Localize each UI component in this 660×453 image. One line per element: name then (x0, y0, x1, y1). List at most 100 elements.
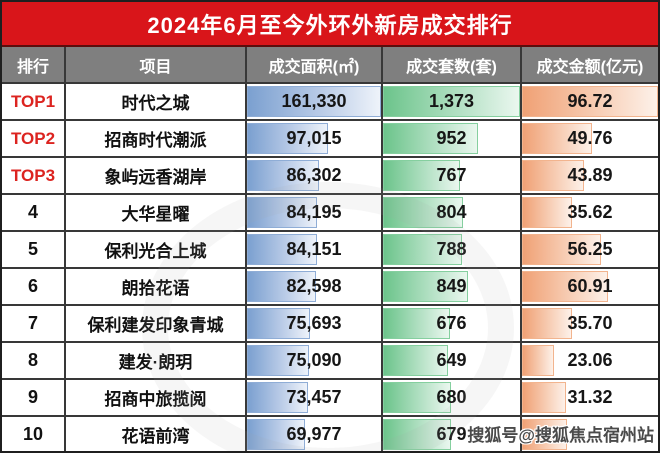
project-name-cell: 保利光合上城 (66, 232, 247, 269)
units-data-bar (383, 86, 520, 117)
units-data-bar (383, 160, 460, 191)
amount-data-bar (522, 382, 567, 413)
amount-value: 35.62 (567, 202, 613, 222)
amount-cell (522, 417, 658, 451)
amount-value: 43.89 (567, 165, 613, 185)
area-data-bar (247, 123, 328, 154)
units-data-bar (383, 345, 448, 376)
page-title: 2024年6月至今外环外新房成交排行 (147, 12, 513, 38)
area-value: 84,151 (286, 239, 342, 259)
rank-cell: 8 (2, 343, 66, 380)
units-value: 649 (436, 350, 467, 370)
units-data-bar (383, 271, 468, 302)
area-data-bar (247, 419, 306, 450)
units-value: 1,373 (428, 91, 475, 111)
amount-value: 23.06 (567, 350, 613, 370)
units-cell: 767 (383, 158, 522, 195)
project-name-cell: 朗拾花语 (66, 269, 247, 306)
units-cell: 680 (383, 380, 522, 417)
amount-cell: 35.62 (522, 195, 658, 232)
area-cell: 84,151 (247, 232, 383, 269)
area-cell: 75,090 (247, 343, 383, 380)
units-value: 679 (436, 424, 467, 444)
amount-data-bar (522, 160, 584, 191)
area-value: 75,693 (286, 313, 342, 333)
amount-cell: 49.76 (522, 121, 658, 158)
amount-data-bar (522, 234, 602, 265)
amount-cell: 35.70 (522, 306, 658, 343)
units-value: 952 (436, 128, 467, 148)
units-data-bar (383, 308, 451, 339)
rank-cell: 6 (2, 269, 66, 306)
area-value: 161,330 (281, 91, 347, 111)
rank-cell: 9 (2, 380, 66, 417)
table-grid: 排行 项目 成交面积(㎡) 成交套数(套) 成交金额(亿元) TOP1 时代之城… (2, 47, 658, 451)
project-name-cell: 象屿远香湖岸 (66, 158, 247, 195)
amount-data-bar (522, 271, 608, 302)
area-data-bar (247, 160, 319, 191)
amount-data-bar (522, 308, 573, 339)
units-data-bar (383, 123, 478, 154)
units-value: 676 (436, 313, 467, 333)
column-header-amount: 成交金额(亿元) (522, 47, 658, 84)
title-bar: 2024年6月至今外环外新房成交排行 (2, 2, 658, 47)
area-data-bar (247, 234, 317, 265)
watermark-text: 搜狐号@搜狐焦点宿州站 (467, 426, 654, 445)
area-cell: 75,693 (247, 306, 383, 343)
amount-cell: 23.06 (522, 343, 658, 380)
units-cell: 1,373 (383, 84, 522, 121)
area-value: 97,015 (286, 128, 342, 148)
column-header-project: 项目 (66, 47, 247, 84)
project-name-cell: 保利建发印象青城 (66, 306, 247, 343)
units-cell: 952 (383, 121, 522, 158)
project-name-cell: 时代之城 (66, 84, 247, 121)
amount-data-bar (522, 197, 573, 228)
units-cell: 649 (383, 343, 522, 380)
area-data-bar (247, 345, 310, 376)
project-name-cell: 招商中旅揽阅 (66, 380, 247, 417)
units-cell: 788 (383, 232, 522, 269)
area-cell: 82,598 (247, 269, 383, 306)
amount-cell: 56.25 (522, 232, 658, 269)
rank-cell: 10 (2, 417, 66, 451)
amount-cell: 31.32 (522, 380, 658, 417)
column-header-area: 成交面积(㎡) (247, 47, 383, 84)
units-data-bar (383, 197, 464, 228)
amount-value: 35.70 (567, 313, 613, 333)
units-cell: 679 (383, 417, 522, 451)
units-cell: 676 (383, 306, 522, 343)
area-data-bar (247, 86, 381, 117)
units-value: 788 (436, 239, 467, 259)
project-name-cell: 建发·朗玥 (66, 343, 247, 380)
project-name-cell: 花语前湾 (66, 417, 247, 451)
area-value: 84,195 (286, 202, 342, 222)
area-value: 86,302 (286, 165, 342, 185)
amount-data-bar (522, 345, 555, 376)
units-value: 849 (436, 276, 467, 296)
column-header-units: 成交套数(套) (383, 47, 522, 84)
amount-cell: 43.89 (522, 158, 658, 195)
units-cell: 849 (383, 269, 522, 306)
amount-data-bar (522, 86, 658, 117)
amount-data-bar (522, 123, 592, 154)
rank-cell: 5 (2, 232, 66, 269)
area-cell: 161,330 (247, 84, 383, 121)
area-cell: 73,457 (247, 380, 383, 417)
amount-value: 56.25 (567, 239, 613, 259)
area-cell: 97,015 (247, 121, 383, 158)
area-value: 82,598 (286, 276, 342, 296)
rank-cell: TOP1 (2, 84, 66, 121)
area-data-bar (247, 308, 310, 339)
amount-value: 96.72 (567, 91, 613, 111)
amount-cell: 96.72 (522, 84, 658, 121)
rank-cell: TOP3 (2, 158, 66, 195)
amount-value: 49.76 (567, 128, 613, 148)
area-value: 73,457 (286, 387, 342, 407)
area-value: 75,090 (286, 350, 342, 370)
column-header-rank: 排行 (2, 47, 66, 84)
units-value: 804 (436, 202, 467, 222)
units-cell: 804 (383, 195, 522, 232)
amount-value: 60.91 (567, 276, 613, 296)
amount-data-bar (522, 419, 567, 450)
